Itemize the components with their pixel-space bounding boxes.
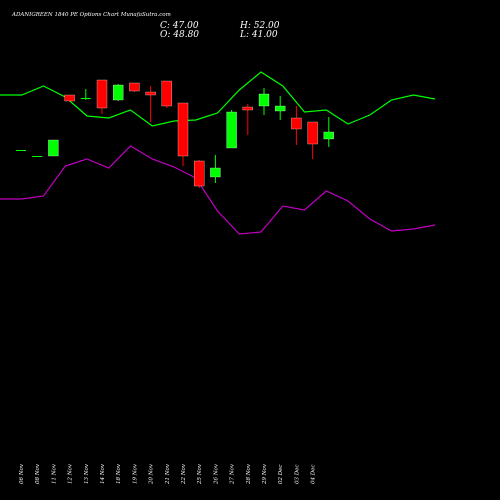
candle-body xyxy=(96,79,108,109)
candles xyxy=(16,79,334,188)
green-indicator-line xyxy=(0,71,436,127)
close-value: C: 47.00 xyxy=(160,21,199,31)
x-tick-label: 22 Nov xyxy=(181,463,187,485)
candle-body xyxy=(291,117,302,130)
candle xyxy=(161,80,172,108)
x-tick-label: 12 Nov xyxy=(68,463,74,484)
low-value: L: 41.00 xyxy=(239,30,278,40)
x-tick-label: 28 Nov xyxy=(246,463,252,485)
candle-body xyxy=(48,139,59,157)
high-value: H: 52.00 xyxy=(239,21,280,31)
x-tick-label: 11 Nov xyxy=(51,463,57,484)
candle-body xyxy=(161,80,172,107)
candle xyxy=(64,94,75,102)
candle xyxy=(80,89,91,100)
candle-body xyxy=(145,91,156,96)
candle xyxy=(210,155,221,183)
candle-body xyxy=(129,82,140,92)
candle xyxy=(275,96,286,120)
candle-body xyxy=(210,167,221,178)
candle xyxy=(16,150,26,151)
candle-body xyxy=(194,160,205,187)
candle xyxy=(323,117,334,147)
candle xyxy=(96,79,108,114)
candle-body xyxy=(64,94,75,102)
candle xyxy=(291,106,302,145)
x-tick-label: 26 Nov xyxy=(213,463,219,485)
candle xyxy=(145,86,156,122)
candle-body xyxy=(16,150,26,151)
candle-body xyxy=(226,111,237,149)
candle xyxy=(194,160,205,188)
candle-body xyxy=(32,156,43,157)
candle-body xyxy=(113,84,124,101)
x-axis-ticks: 06 Nov 08 Nov 11 Nov 12 Nov 13 Nov 14 Nov 18 N… xyxy=(19,463,317,485)
x-tick-label: 20 Nov xyxy=(149,463,155,485)
candle xyxy=(242,104,253,135)
candle-body xyxy=(242,106,253,111)
chart-title: ADANIGREEN 1840 PE Options Chart MunafaS… xyxy=(11,12,171,18)
candle-body xyxy=(80,98,91,99)
x-tick-label: 25 Nov xyxy=(197,463,203,485)
candle xyxy=(307,121,318,159)
x-tick-label: 19 Nov xyxy=(132,463,138,484)
candle xyxy=(177,102,189,166)
candle-body xyxy=(177,102,189,157)
candle-body xyxy=(258,93,270,107)
x-tick-label: 08 Nov xyxy=(35,463,41,484)
x-tick-label: 27 Nov xyxy=(230,463,236,485)
x-tick-label: 14 Nov xyxy=(100,463,106,484)
x-tick-label: 03 Dec xyxy=(294,465,300,485)
x-tick-label: 04 Dec xyxy=(311,465,317,485)
x-tick-label: 29 Nov xyxy=(262,463,268,485)
x-tick-label: 18 Nov xyxy=(116,463,122,484)
magenta-indicator-line xyxy=(0,145,436,235)
candle xyxy=(226,110,237,149)
open-value: O: 48.80 xyxy=(160,30,199,40)
x-tick-label: 02 Dec xyxy=(278,465,284,485)
indicator-lines xyxy=(0,71,436,235)
candle-body xyxy=(307,121,318,145)
x-tick-label: 21 Nov xyxy=(165,463,171,485)
candle xyxy=(32,156,43,157)
x-tick-label: 06 Nov xyxy=(19,463,25,484)
x-tick-label: 13 Nov xyxy=(84,463,90,484)
candle xyxy=(258,88,270,115)
candle xyxy=(129,82,140,92)
candle xyxy=(48,139,59,157)
candle-body xyxy=(323,131,334,140)
candle xyxy=(113,84,124,101)
candle-body xyxy=(275,105,286,112)
